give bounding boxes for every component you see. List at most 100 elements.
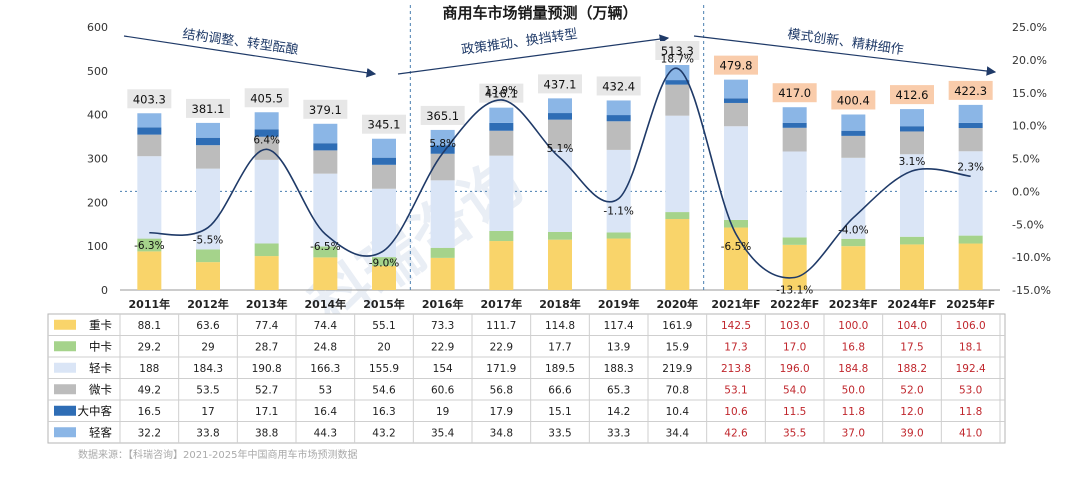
table-cell: 103.0 (780, 320, 810, 332)
x-tick-label: 2021年F (711, 297, 760, 311)
bar-segment-mini (489, 130, 514, 156)
table-cell: 196.0 (780, 363, 810, 375)
y-tick-label: 400 (87, 109, 108, 122)
bar-segment-light (254, 159, 279, 244)
legend-swatch-mini (54, 384, 76, 395)
y2-tick-label: -5.0% (1012, 218, 1044, 231)
x-tick-label: 2015年 (363, 297, 405, 311)
bar-segment-heavy (665, 219, 690, 290)
bar-segment-mini (782, 127, 807, 152)
table-cell: 56.8 (490, 384, 513, 396)
bar-segment-medium (782, 237, 807, 245)
series-name: 大中客 (78, 404, 113, 418)
phase-arrow (693, 35, 997, 76)
table-cell: 52.7 (255, 384, 278, 396)
total-label: 416.1 (485, 87, 518, 101)
growth-rate-label: 5.1% (547, 143, 574, 155)
bar-segment-medium (841, 238, 866, 247)
bar-segment-heavy (196, 262, 220, 290)
table-cell: 117.4 (604, 320, 634, 332)
growth-rate-label: -4.0% (838, 225, 868, 237)
bar-segment-lightbus (372, 138, 396, 158)
table-cell: 17.1 (255, 406, 278, 418)
table-cell: 192.4 (956, 363, 986, 375)
total-label: 432.4 (602, 79, 635, 93)
bar-stack (372, 138, 396, 290)
table-cell: 34.8 (490, 427, 513, 439)
total-label: 381.1 (192, 102, 225, 116)
bar-segment-bus (724, 98, 748, 103)
bar-segment-heavy (841, 246, 866, 290)
table-cell: 17.9 (490, 406, 513, 418)
y-tick-label: 600 (87, 21, 108, 34)
x-tick-label: 2016年 (422, 297, 464, 311)
source-note: 数据来源：【科瑞咨询】2021-2025年中国商用车市场预测数据 (78, 448, 358, 461)
bar-segment-lightbus (196, 122, 220, 138)
table-cell: 22.9 (490, 341, 513, 353)
bar-segment-medium (137, 238, 162, 252)
table-cell: 74.4 (314, 320, 338, 332)
bar-segment-bus (137, 127, 162, 135)
total-label-box (890, 85, 934, 105)
table-cell: 15.9 (666, 341, 689, 353)
table-cell: 32.2 (138, 427, 161, 439)
bar-segment-heavy (782, 244, 807, 290)
table-cell: 66.6 (548, 384, 572, 396)
table-cell: 142.5 (721, 320, 751, 332)
bar-segment-medium (430, 247, 455, 258)
bar-segment-bus (958, 122, 983, 129)
table-cell: 14.2 (607, 406, 630, 418)
table-cell: 17.7 (548, 341, 571, 353)
table-cell: 55.1 (372, 320, 395, 332)
table-cell: 33.3 (607, 427, 630, 439)
bar-stack (313, 123, 338, 290)
table-row: 微卡 49.2 53.5 52.7 53 54.6 60.6 56.8 66.6 65.3 70.8… (54, 382, 982, 396)
bar-segment-lightbus (548, 98, 572, 114)
bar-stack (665, 65, 690, 290)
bar-segment-bus (782, 122, 807, 128)
bar-segment-bus (489, 122, 514, 131)
bar-segment-heavy (489, 241, 514, 290)
growth-rate-label: -6.5% (310, 241, 340, 253)
bar-segment-bus (548, 113, 572, 120)
table-cell: 17.0 (783, 341, 806, 353)
bar-stack (782, 107, 807, 290)
bar-segment-lightbus (782, 107, 807, 123)
bar-segment-lightbus (137, 113, 162, 128)
table-cell: 44.3 (314, 427, 337, 439)
growth-rate-label: -6.5% (721, 241, 751, 253)
table-cell: 24.8 (314, 341, 337, 353)
table-cell: 171.9 (486, 363, 516, 375)
table-cell: 53.1 (724, 384, 747, 396)
phase-arrow (123, 35, 377, 78)
x-tick-label: 2017年 (481, 297, 523, 311)
growth-rate-label: 6.4% (253, 134, 280, 146)
bar-segment-light (196, 168, 220, 250)
y-tick-label: 200 (87, 196, 108, 209)
table-cell: 29 (201, 341, 214, 353)
bar-segment-mini (196, 145, 220, 169)
table-cell: 73.3 (431, 320, 454, 332)
table-cell: 184.8 (838, 363, 868, 375)
table-cell: 11.8 (959, 406, 982, 418)
data-table: 重卡 88.1 63.6 77.4 74.4 55.1 73.3 111.7 114.8 117.… (47, 313, 1006, 444)
table-cell: 29.2 (138, 341, 161, 353)
table-cell: 11.8 (842, 406, 865, 418)
total-label-box (303, 99, 348, 119)
table-cell: 33.5 (548, 427, 571, 439)
total-label: 479.8 (720, 59, 753, 73)
bar-stack (196, 122, 220, 290)
bar-segment-bus (313, 143, 338, 151)
bar-segment-mini (841, 135, 866, 158)
table-cell: 54.0 (783, 384, 806, 396)
x-tick-label: 2018年 (539, 297, 581, 311)
y2-tick-label: -15.0% (1012, 284, 1051, 297)
bar-stack (841, 114, 866, 290)
table-cell: 188 (139, 363, 159, 375)
total-label-box (186, 98, 230, 118)
table-cell: 52.0 (900, 384, 923, 396)
bar-segment-lightbus (724, 79, 748, 99)
total-label: 437.1 (544, 77, 577, 91)
table-cell: 10.6 (724, 406, 748, 418)
